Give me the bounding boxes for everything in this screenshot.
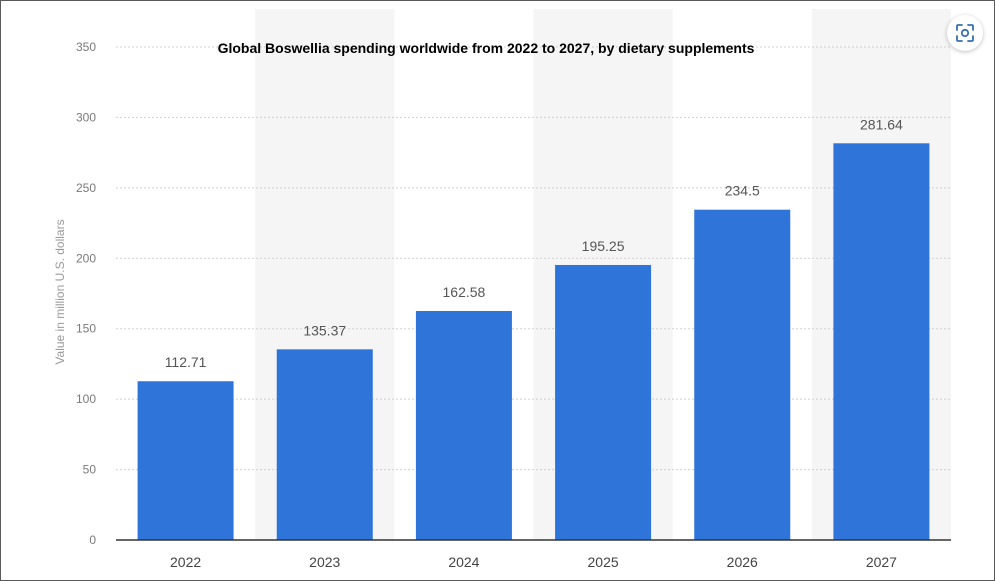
visual-search-icon: [956, 24, 974, 42]
data-label: 162.58: [443, 284, 486, 300]
x-tick-label: 2026: [727, 554, 758, 570]
y-axis-ticks: 0 50 100 150 200 250 300 350: [76, 40, 96, 547]
data-label: 135.37: [303, 322, 346, 338]
bar: [137, 381, 234, 540]
y-tick-label: 250: [76, 181, 96, 195]
data-label: 234.5: [725, 183, 760, 199]
x-tick-label: 2023: [309, 554, 340, 570]
bar: [555, 264, 652, 540]
x-tick-label: 2022: [170, 554, 201, 570]
bars: [137, 143, 930, 540]
y-axis-label: Value in million U.S. dollars: [53, 219, 67, 364]
bar: [276, 349, 373, 540]
y-tick-label: 50: [83, 463, 97, 477]
x-tick-label: 2025: [588, 554, 619, 570]
gridlines: [116, 46, 951, 471]
y-tick-label: 0: [89, 533, 96, 547]
y-tick-label: 150: [76, 322, 96, 336]
y-tick-label: 100: [76, 392, 96, 406]
x-tick-label: 2024: [448, 554, 479, 570]
chart-title: Global Boswellia spending worldwide from…: [218, 40, 755, 56]
visual-search-button[interactable]: [947, 15, 983, 51]
y-tick-label: 200: [76, 251, 96, 265]
bar: [833, 143, 930, 540]
value-labels: 112.71 135.37 162.58 195.25 234.5 281.64: [165, 116, 903, 370]
x-tick-label: 2027: [866, 554, 897, 570]
data-label: 281.64: [860, 116, 903, 132]
bar: [694, 209, 791, 540]
data-label: 195.25: [582, 238, 625, 254]
data-label: 112.71: [165, 354, 207, 370]
bar: [415, 310, 512, 540]
x-axis-ticks: 2022 2023 2024 2025 2026 2027: [170, 554, 897, 570]
y-tick-label: 300: [76, 110, 96, 124]
y-tick-label: 350: [76, 40, 96, 54]
